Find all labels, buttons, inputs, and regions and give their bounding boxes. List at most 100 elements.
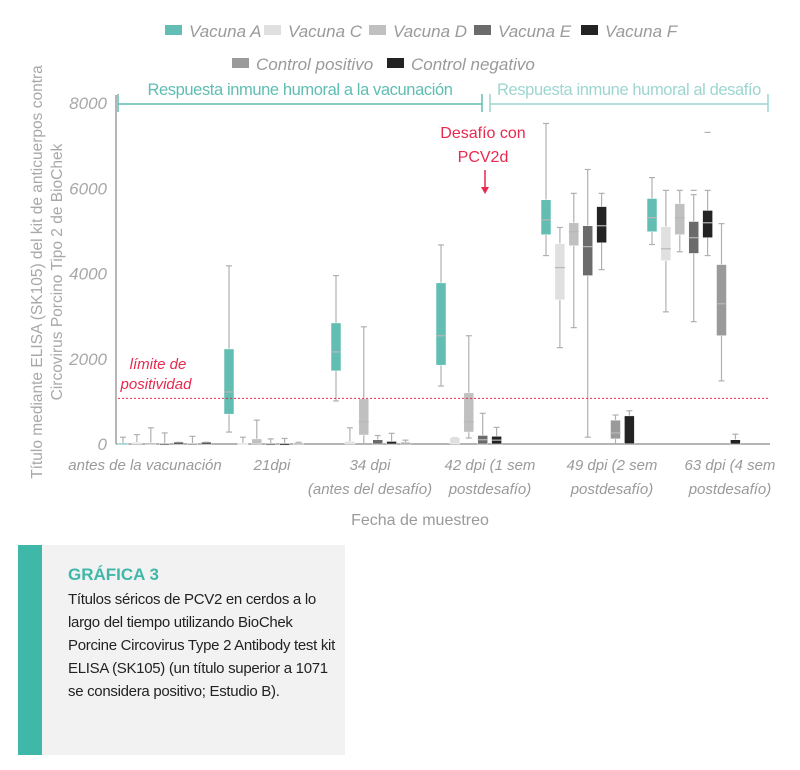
box-iqr (201, 442, 212, 445)
box-control-negativo (201, 441, 212, 445)
box-iqr (610, 419, 621, 440)
box-vacuna-f (702, 131, 713, 257)
box-iqr (173, 442, 184, 445)
box-vacuna-d (251, 419, 263, 445)
box-iqr (279, 443, 290, 446)
box-vacuna-f (386, 432, 397, 445)
box-vacuna-a (435, 244, 447, 387)
box-iqr (265, 443, 276, 446)
box-vacuna-c (237, 436, 249, 445)
box-iqr (159, 443, 170, 446)
box-iqr (251, 438, 263, 445)
box-control-positivo (716, 223, 727, 382)
box-vacuna-e (477, 412, 488, 445)
y-tick-label: 2000 (68, 350, 107, 369)
legend-label-vacuna-e: Vacuna E (498, 22, 572, 41)
legend-swatch-vacuna-e (474, 25, 491, 35)
box-iqr (554, 243, 566, 301)
figure-caption: GRÁFICA 3 Títulos séricos de PCV2 en cer… (18, 545, 345, 755)
box-vacuna-e (688, 189, 699, 323)
x-tick-label: 34 dpi (350, 457, 392, 474)
box-vacuna-c (554, 226, 566, 349)
box-vacuna-c (660, 189, 672, 313)
y-tick-label: 8000 (69, 94, 107, 113)
threshold-label: positividad (120, 376, 193, 393)
caption-text: Títulos séricos de PCV2 en cerdos a lo l… (68, 591, 335, 700)
box-plot-chart: Vacuna A Vacuna C Vacuna D Vacuna E Vacuna F… (29, 22, 775, 529)
box-iqr (646, 198, 658, 232)
legend-label-control-negativo: Control negativo (411, 55, 535, 74)
x-tick-label: antes de la vacunación (68, 457, 221, 474)
box-iqr (223, 348, 235, 415)
x-tick-label: postdesafío) (448, 481, 532, 498)
legend-label-vacuna-d: Vacuna D (393, 22, 467, 41)
box-control-positivo (400, 439, 411, 445)
box-vacuna-d (568, 192, 580, 329)
box-iqr (702, 210, 713, 238)
box-iqr (449, 437, 461, 445)
legend-swatch-control-positivo (232, 58, 249, 68)
legend-swatch-vacuna-a (165, 25, 182, 35)
box-control-negativo (730, 433, 741, 445)
legend-swatch-vacuna-d (369, 25, 386, 35)
box-vacuna-a (223, 265, 235, 433)
legend: Vacuna A Vacuna C Vacuna D Vacuna E Vacuna F… (165, 22, 679, 74)
x-axis-title: Fecha de muestreo (351, 512, 489, 529)
legend-swatch-control-negativo (387, 58, 404, 68)
box-iqr (386, 441, 397, 445)
phase-label: Respuesta inmune humoral a la vacunación (147, 81, 452, 99)
box-vacuna-a (117, 436, 129, 445)
box-iqr (131, 442, 143, 445)
box-control-positivo (293, 441, 304, 445)
x-tick-label: 21dpi (253, 457, 291, 474)
box-iqr (293, 442, 304, 445)
box-control-positivo (187, 435, 198, 446)
challenge-label: PCV2d (458, 149, 509, 166)
y-tick-label: 6000 (69, 179, 107, 198)
box-iqr (344, 441, 356, 445)
box-iqr (624, 415, 635, 445)
box-vacuna-d (358, 326, 370, 444)
y-tick-label: 0 (98, 435, 108, 454)
box-vacuna-f (596, 192, 607, 271)
threshold-label: límite de (130, 356, 187, 373)
box-iqr (145, 442, 157, 445)
legend-label-vacuna-c: Vacuna C (288, 22, 363, 41)
x-tick-label: 63 dpi (4 sem (685, 457, 776, 474)
box-control-negativo (624, 410, 635, 445)
box-iqr (400, 442, 411, 445)
caption-accent-strip (18, 545, 42, 755)
box-vacuna-c (344, 427, 356, 445)
y-tick-label: 4000 (69, 265, 107, 284)
x-tick-label: postdesafío) (688, 481, 772, 498)
box-vacuna-d (674, 189, 686, 253)
box-vacuna-a (540, 122, 552, 257)
box-vacuna-a (646, 176, 658, 246)
box-iqr (582, 225, 593, 276)
box-iqr (435, 282, 447, 366)
phase-label: Respuesta inmune humoral al desafío (497, 81, 761, 99)
box-vacuna-f (173, 441, 184, 445)
box-iqr (358, 398, 370, 436)
box-vacuna-e (265, 438, 276, 446)
legend-swatch-vacuna-f (581, 25, 598, 35)
box-vacuna-e (372, 434, 383, 445)
box-marks (117, 122, 741, 446)
caption-title: GRÁFICA 3 (68, 565, 159, 584)
box-vacuna-c (131, 434, 143, 445)
box-vacuna-d (463, 335, 475, 439)
axes: 0 2000 4000 6000 8000 antes de la vacunación 2… (29, 65, 775, 529)
legend-label-control-positivo: Control positivo (256, 55, 373, 74)
x-tick-label: postdesafío) (570, 481, 654, 498)
x-tick-label: 42 dpi (1 sem (445, 457, 536, 474)
box-iqr (568, 222, 580, 247)
annotations: límite de positividad Desafío con PCV2d (118, 125, 770, 399)
box-iqr (540, 199, 552, 235)
box-vacuna-f (279, 437, 290, 446)
box-iqr (730, 439, 741, 445)
legend-label-vacuna-a: Vacuna A (189, 22, 261, 41)
y-axis-title-line1: Título mediante ELISA (SK105) del kit de… (29, 65, 46, 479)
box-iqr (117, 442, 129, 445)
box-vacuna-e (582, 168, 593, 438)
box-iqr (330, 322, 342, 372)
